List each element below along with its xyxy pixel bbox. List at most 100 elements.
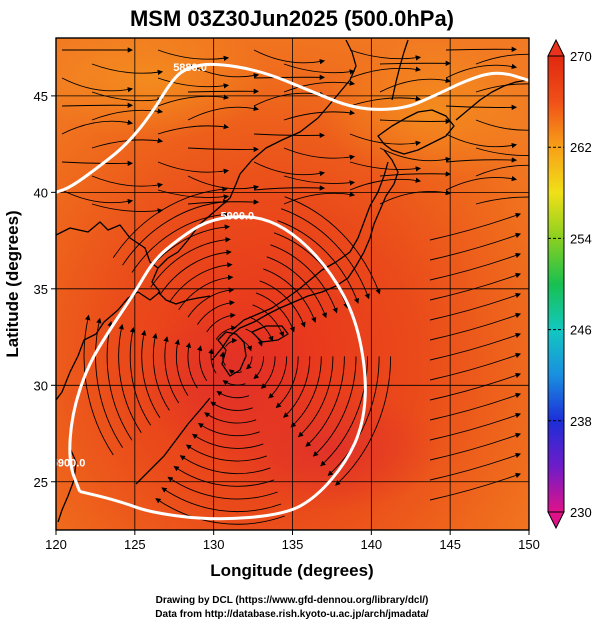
streamline bbox=[297, 356, 334, 438]
colorbar-tick-label: 230 bbox=[570, 505, 592, 520]
streamline bbox=[157, 123, 230, 135]
streamline bbox=[429, 292, 522, 321]
streamline bbox=[327, 356, 380, 477]
streamline bbox=[429, 432, 522, 461]
coastline-kurils bbox=[455, 79, 529, 121]
streamline bbox=[259, 280, 306, 328]
streamline bbox=[91, 91, 164, 103]
streamline bbox=[429, 392, 522, 421]
wind-streamlines bbox=[61, 46, 529, 525]
hot-patch-center bbox=[140, 300, 320, 460]
colorbar-ticks: 270 262 254 246 238 230 bbox=[548, 49, 592, 520]
streamline bbox=[185, 444, 267, 462]
streamline bbox=[270, 244, 338, 314]
y-tick-label: 25 bbox=[34, 475, 48, 490]
streamline bbox=[167, 476, 278, 500]
streamline bbox=[245, 328, 263, 347]
contour-labels: 5880.0 5900.0 5900.0 bbox=[52, 62, 254, 470]
streamline bbox=[157, 161, 230, 174]
streamline bbox=[61, 102, 134, 109]
streamline bbox=[283, 147, 356, 160]
streamline bbox=[157, 49, 230, 62]
streamline bbox=[122, 199, 229, 266]
streamline bbox=[178, 274, 234, 310]
streamline bbox=[335, 356, 392, 486]
streamline bbox=[290, 356, 322, 428]
streamline bbox=[174, 339, 189, 396]
streamline bbox=[349, 66, 422, 79]
streamline bbox=[305, 356, 345, 447]
streamline bbox=[95, 317, 123, 448]
streamline bbox=[61, 119, 134, 135]
contour-line bbox=[68, 215, 367, 521]
streamline bbox=[349, 95, 422, 107]
coastline-asia bbox=[56, 221, 161, 401]
streamline bbox=[159, 249, 232, 296]
streamline bbox=[253, 356, 265, 380]
streamline bbox=[187, 175, 260, 191]
streamline bbox=[61, 77, 134, 93]
streamline bbox=[187, 105, 260, 121]
contour-line bbox=[56, 62, 529, 194]
streamline bbox=[222, 380, 246, 386]
streamline bbox=[91, 137, 164, 149]
streamline bbox=[429, 232, 522, 261]
contour-label: 5900.0 bbox=[52, 457, 86, 469]
streamline bbox=[83, 314, 114, 456]
streamline bbox=[429, 312, 522, 341]
height-contours bbox=[56, 62, 529, 521]
contour-label: 5900.0 bbox=[220, 211, 254, 223]
streamline bbox=[157, 189, 230, 200]
footer-source: Data from http://database.rish.kyoto-u.a… bbox=[155, 609, 429, 620]
streamline bbox=[475, 83, 529, 93]
streamline bbox=[429, 332, 522, 361]
x-tick-label: 130 bbox=[203, 537, 225, 552]
coastline-ryukyu bbox=[135, 397, 211, 485]
streamline bbox=[475, 164, 529, 177]
streamline bbox=[475, 196, 529, 205]
streamline bbox=[252, 304, 285, 338]
streamline bbox=[161, 487, 282, 513]
streamline bbox=[179, 455, 271, 475]
streamline bbox=[187, 88, 260, 95]
streamline bbox=[216, 390, 250, 399]
colorbar-tick-label: 262 bbox=[570, 140, 592, 155]
streamline bbox=[197, 345, 208, 381]
streamline bbox=[283, 175, 356, 186]
streamline bbox=[106, 320, 133, 441]
colorbar-bottom-triangle bbox=[547, 511, 565, 530]
streamline bbox=[429, 372, 522, 401]
streamline bbox=[475, 147, 529, 156]
streamline bbox=[241, 340, 252, 352]
streamline bbox=[206, 312, 236, 333]
streamline bbox=[198, 422, 260, 437]
colorbar-tick-label: 254 bbox=[570, 231, 592, 246]
colorbar-tick-label: 270 bbox=[570, 49, 592, 64]
streamline bbox=[280, 208, 370, 300]
streamline bbox=[349, 161, 422, 172]
streamline bbox=[283, 80, 356, 93]
streamline bbox=[429, 252, 522, 281]
streamline bbox=[191, 433, 264, 449]
chart-title: MSM 03Z30Jun2025 (500.0hPa) bbox=[130, 6, 454, 31]
streamline bbox=[204, 412, 257, 424]
streamline bbox=[219, 351, 226, 367]
streamline bbox=[150, 236, 231, 288]
streamline bbox=[169, 262, 233, 303]
x-tick-label: 150 bbox=[518, 537, 540, 552]
streamline bbox=[277, 220, 360, 304]
colorbar-body bbox=[547, 55, 565, 513]
y-tick-label: 45 bbox=[34, 89, 48, 104]
streamline bbox=[445, 63, 518, 79]
streamline bbox=[349, 133, 422, 146]
streamline bbox=[155, 498, 285, 525]
streamline bbox=[349, 49, 422, 61]
x-tick-label: 145 bbox=[439, 537, 461, 552]
streamline bbox=[379, 77, 452, 93]
streamline bbox=[475, 119, 529, 131]
y-tick-label: 30 bbox=[34, 378, 48, 393]
streamline bbox=[429, 352, 522, 381]
streamline bbox=[163, 336, 180, 404]
streamline bbox=[61, 160, 134, 167]
streamline bbox=[445, 175, 518, 191]
